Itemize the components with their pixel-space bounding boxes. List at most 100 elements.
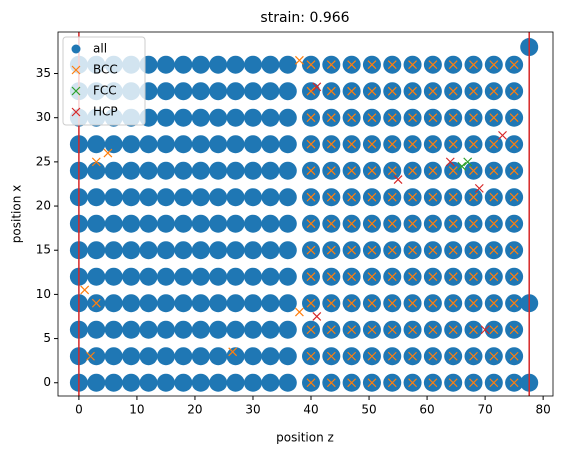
- point: [509, 139, 519, 149]
- point: [104, 188, 123, 207]
- point: [278, 55, 297, 74]
- point: [326, 113, 336, 123]
- x-tick-label: 0: [75, 403, 83, 417]
- point: [139, 161, 158, 180]
- point: [347, 325, 357, 335]
- point: [347, 219, 357, 229]
- point: [156, 214, 175, 233]
- point: [243, 135, 262, 154]
- point: [498, 130, 507, 140]
- point: [347, 192, 357, 202]
- point: [278, 294, 297, 313]
- point: [156, 55, 175, 74]
- point: [191, 294, 210, 313]
- point: [489, 298, 499, 308]
- point: [87, 347, 106, 366]
- point: [489, 325, 499, 335]
- point: [489, 166, 499, 176]
- point: [326, 60, 336, 70]
- point: [306, 113, 316, 123]
- point: [278, 267, 297, 286]
- point: [91, 157, 101, 167]
- point: [489, 192, 499, 202]
- point: [226, 108, 245, 127]
- point: [387, 113, 397, 123]
- point: [226, 135, 245, 154]
- point: [306, 245, 316, 255]
- point: [347, 139, 357, 149]
- point: [226, 188, 245, 207]
- point: [408, 272, 417, 282]
- x-tick-label: 20: [187, 403, 202, 417]
- point: [408, 166, 417, 176]
- point: [489, 139, 499, 149]
- point: [509, 298, 519, 308]
- point: [174, 135, 193, 154]
- point: [91, 298, 101, 308]
- point: [122, 320, 141, 339]
- point: [294, 55, 304, 65]
- point: [347, 351, 357, 361]
- point: [469, 219, 478, 229]
- point: [469, 325, 478, 335]
- point: [367, 60, 377, 70]
- point: [122, 241, 141, 260]
- point: [306, 139, 316, 149]
- point: [209, 161, 228, 180]
- point: [261, 347, 280, 366]
- point: [489, 351, 499, 361]
- point: [87, 373, 106, 392]
- point: [139, 320, 158, 339]
- x-tick-label: 40: [303, 403, 318, 417]
- point: [469, 86, 478, 96]
- point: [312, 312, 322, 321]
- point: [243, 267, 262, 286]
- y-tick-label: 10: [36, 287, 51, 301]
- point: [408, 298, 417, 308]
- point: [448, 351, 458, 361]
- point: [156, 373, 175, 392]
- point: [174, 108, 193, 127]
- point: [367, 378, 377, 388]
- point: [226, 241, 245, 260]
- point: [326, 272, 336, 282]
- point: [387, 192, 397, 202]
- point: [156, 347, 175, 366]
- point: [367, 192, 377, 202]
- point: [209, 214, 228, 233]
- x-tick-label: 10: [129, 403, 144, 417]
- point: [326, 245, 336, 255]
- y-tick-label: 5: [43, 331, 51, 345]
- point: [509, 86, 519, 96]
- point: [243, 214, 262, 233]
- point: [469, 192, 478, 202]
- point: [448, 325, 458, 335]
- legend-marker: [71, 107, 81, 117]
- point: [87, 320, 106, 339]
- point: [408, 86, 417, 96]
- point: [448, 219, 458, 229]
- point: [509, 351, 519, 361]
- point: [104, 267, 123, 286]
- point: [226, 55, 245, 74]
- point: [489, 86, 499, 96]
- point: [122, 267, 141, 286]
- point: [261, 214, 280, 233]
- point: [448, 192, 458, 202]
- point: [278, 320, 297, 339]
- point: [457, 161, 467, 171]
- y-tick-label: 35: [36, 66, 51, 80]
- point: [445, 157, 455, 167]
- x-tick-label: 30: [245, 403, 260, 417]
- point: [209, 188, 228, 207]
- point: [448, 166, 458, 176]
- point: [509, 325, 519, 335]
- point: [509, 166, 519, 176]
- point: [156, 267, 175, 286]
- point: [243, 55, 262, 74]
- point: [387, 325, 397, 335]
- point: [509, 219, 519, 229]
- point: [156, 135, 175, 154]
- point: [191, 347, 210, 366]
